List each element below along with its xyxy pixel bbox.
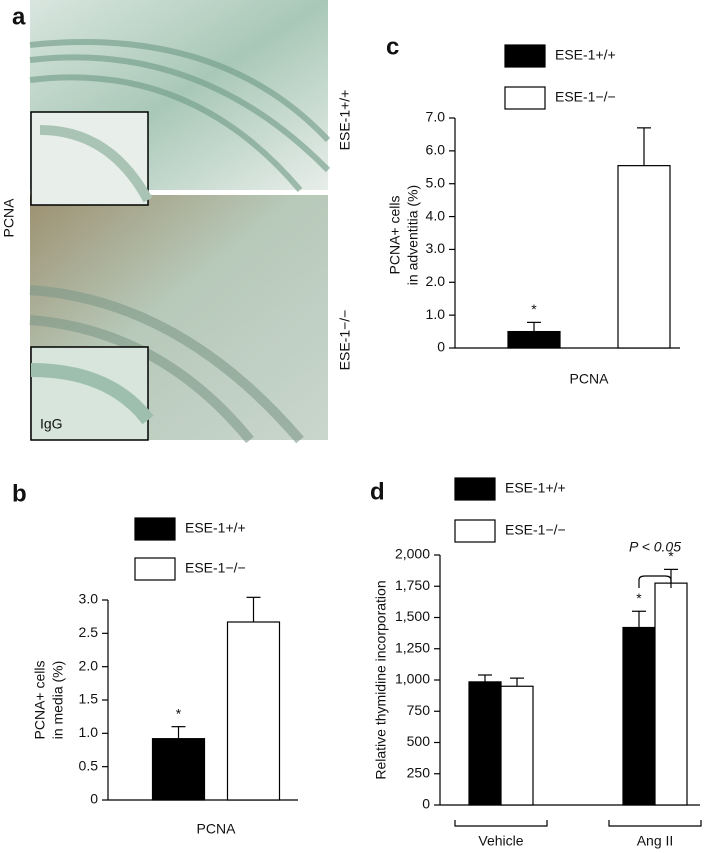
y-tick-label: 1,250 (395, 639, 430, 655)
y-axis-label: PCNA+ cells (32, 661, 48, 740)
y-tick-label: 500 (407, 733, 431, 749)
bar (226, 621, 281, 801)
y-tick-label: 6.0 (426, 142, 446, 158)
bar (507, 330, 561, 349)
y-axis-label: Relative thymidine incorporation (373, 580, 389, 779)
y-tick-label: 1.0 (79, 724, 99, 740)
y-tick-label: 1,000 (395, 671, 430, 687)
panel-label: a (12, 3, 26, 30)
panel-label: b (12, 480, 27, 507)
y-tick-label: 2.0 (426, 273, 446, 289)
bar (654, 582, 688, 806)
y-tick-label: 750 (407, 702, 431, 718)
legend-label: ESE-1−/− (505, 522, 566, 538)
chart-panel: c 0 1.0 2.0 3.0 4.0 5.0 6.0 7.0 PCNA+ cells in adv… (386, 33, 680, 387)
y-tick-label: 3.0 (426, 240, 446, 256)
legend-swatch (454, 519, 496, 543)
y-tick-label: 1.5 (79, 691, 99, 707)
x-tick-label: Vehicle (478, 833, 523, 849)
y-tick-label: 0 (90, 791, 98, 807)
inset-tissue (30, 363, 154, 425)
y-tick-label: 1,750 (395, 577, 430, 593)
x-tick-label: PCNA (197, 821, 237, 837)
y-tick-label: 2,000 (395, 546, 430, 562)
genotype-label: ESE-1−/− (337, 310, 353, 371)
chart-panel: d 0 250 500 750 1,000 1,250 1,500 1,750 2,000 Rela… (370, 477, 702, 849)
legend-swatch (454, 477, 496, 501)
y-axis-label: in media (%) (50, 661, 66, 740)
legend-label: ESE-1+/+ (505, 480, 566, 496)
legend-swatch (134, 557, 176, 581)
bar (151, 738, 206, 801)
y-axis-label: PCNA+ cells (387, 196, 403, 275)
inset-label: IgG (40, 416, 63, 432)
bar (468, 681, 502, 806)
legend-swatch (134, 517, 176, 541)
stain-label: PCNA (1, 198, 17, 238)
bar (617, 165, 671, 349)
y-tick-label: 3.0 (79, 591, 99, 607)
y-axis-label: in adventitia (%) (405, 185, 421, 285)
y-tick-label: 250 (407, 764, 431, 780)
legend-label: ESE-1+/+ (555, 47, 616, 63)
legend-swatch (504, 86, 546, 110)
panel-a: a IgG PCNA ESE-1+/+ ESE-1−/− (1, 0, 353, 444)
legend-label: ESE-1−/− (185, 560, 246, 576)
legend-label: ESE-1+/+ (185, 520, 246, 536)
inset-tissue (39, 125, 153, 203)
significance-marker: * (636, 590, 642, 606)
bar (500, 685, 534, 806)
y-tick-label: 7.0 (426, 109, 446, 125)
vessel-wall (29, 39, 331, 192)
y-tick-label: 1.0 (426, 306, 446, 322)
panel-label: d (370, 478, 385, 505)
y-tick-label: 0 (437, 339, 445, 355)
significance-marker: * (531, 301, 537, 317)
comparison-bracket (638, 575, 672, 588)
y-tick-label: 4.0 (426, 207, 446, 223)
panel-label: c (386, 33, 399, 60)
y-tick-label: 1,500 (395, 608, 430, 624)
significance-marker: * (176, 705, 182, 721)
y-tick-label: 0 (422, 796, 430, 812)
x-tick-label: Ang II (637, 833, 674, 849)
y-tick-label: 5.0 (426, 174, 446, 190)
y-tick-label: 2.5 (79, 624, 99, 640)
x-tick-label: PCNA (570, 371, 610, 387)
y-tick-label: 0.5 (79, 757, 99, 773)
category-bracket (454, 820, 548, 827)
vessel-wall (29, 285, 304, 444)
legend-swatch (504, 44, 546, 68)
genotype-label: ESE-1+/+ (337, 90, 353, 151)
legend-label: ESE-1−/− (555, 89, 616, 105)
annotation: P < 0.05 (629, 539, 681, 555)
bar (622, 626, 656, 806)
significance-marker: * (668, 548, 674, 564)
chart-panel: b 0 0.5 1.0 1.5 2.0 2.5 3.0 PCNA+ cells in media … (12, 480, 298, 837)
y-tick-label: 2.0 (79, 657, 99, 673)
category-bracket (608, 820, 702, 827)
